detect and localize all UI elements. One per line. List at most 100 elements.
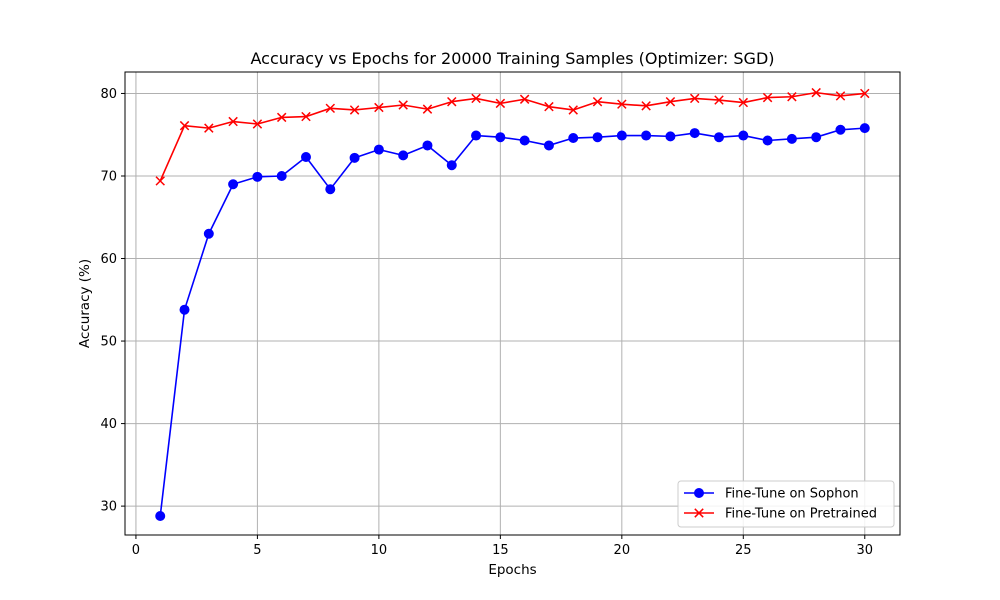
data-point (519, 135, 530, 146)
x-tick-label: 15 (492, 543, 509, 558)
plot-frame (124, 71, 901, 536)
legend-marker (694, 488, 704, 498)
data-point (422, 104, 433, 114)
data-point (811, 132, 822, 143)
data-point-stroke (471, 93, 481, 104)
data-point (374, 102, 384, 113)
data-point (568, 133, 579, 144)
data-point (301, 111, 311, 122)
x-tick-label: 10 (371, 543, 388, 558)
data-point (179, 304, 190, 315)
data-point (738, 130, 749, 141)
data-point (641, 130, 652, 141)
legend-marker (694, 508, 704, 518)
data-point (495, 98, 506, 109)
data-point (349, 152, 360, 163)
data-point (665, 131, 676, 142)
data-point-stroke (276, 112, 287, 123)
data-point (155, 511, 166, 522)
data-point (811, 87, 821, 98)
legend-box (677, 480, 895, 528)
data-point-stroke (568, 105, 578, 115)
data-point-stroke (665, 96, 676, 107)
data-point-stroke (641, 101, 651, 111)
legend-entry: Fine-Tune on Sophon (684, 487, 859, 502)
data-point-stroke (252, 119, 263, 129)
data-point (786, 133, 797, 144)
series-line (159, 127, 865, 517)
series-1 (155, 87, 870, 186)
legend-label: Fine-Tune on Sophon (725, 487, 859, 502)
y-tick-label: 60 (100, 252, 117, 267)
data-point-stroke (374, 102, 384, 113)
data-point (276, 112, 287, 123)
data-point (398, 150, 409, 161)
x-tick-label: 0 (132, 543, 140, 558)
y-tick-label: 80 (100, 87, 117, 102)
data-point-stroke (835, 91, 846, 101)
data-point (228, 179, 239, 190)
legend: Fine-Tune on Sophon Fine-Tune on Pretrain… (677, 480, 895, 528)
data-point (373, 144, 384, 155)
data-point-stroke (301, 111, 311, 122)
data-point-stroke (714, 95, 724, 105)
data-point-stroke (179, 120, 190, 131)
data-point (252, 171, 263, 182)
data-point-stroke (155, 176, 165, 186)
data-point (349, 105, 360, 115)
legend-entry: Fine-Tune on Pretrained (684, 507, 877, 522)
legend-label: Fine-Tune on Pretrained (725, 507, 877, 522)
x-axis-label: Epochs (488, 562, 536, 578)
data-point (203, 228, 214, 239)
data-point-stroke (592, 96, 603, 107)
x-tick-label: 30 (856, 543, 873, 558)
data-point (179, 120, 190, 131)
data-point (714, 95, 724, 105)
data-point (641, 101, 651, 111)
data-point (325, 103, 336, 114)
data-point-stroke (544, 101, 554, 112)
data-point (519, 94, 530, 104)
data-point (568, 105, 578, 115)
data-point (592, 132, 603, 143)
data-point (447, 96, 457, 107)
data-point-stroke (495, 98, 506, 109)
data-point-stroke (811, 87, 821, 98)
data-point (689, 93, 700, 104)
data-point-stroke (787, 92, 797, 102)
y-tick-label: 70 (100, 169, 117, 184)
series-0 (155, 123, 870, 522)
x-tick-label: 5 (253, 543, 261, 558)
y-tick-label: 50 (100, 335, 117, 350)
data-point (300, 152, 311, 163)
x-tick-label: 25 (735, 543, 752, 558)
data-point (495, 132, 506, 143)
data-point (325, 184, 336, 195)
data-point (835, 91, 846, 101)
x-tick-label: 20 (614, 543, 631, 558)
data-point (762, 135, 773, 146)
data-point-stroke (325, 103, 336, 114)
data-point (859, 123, 870, 134)
data-point (787, 92, 797, 102)
data-point-stroke (447, 96, 457, 107)
y-axis-label: Accuracy (%) (77, 259, 93, 348)
data-point-stroke (204, 123, 214, 133)
data-point (228, 116, 238, 127)
data-point-stroke (228, 116, 238, 127)
data-point (738, 97, 749, 108)
axis-ticks: 0 5 10 15 20 25 30 30 40 50 60 70 80 (100, 87, 873, 558)
data-point (204, 123, 214, 133)
data-point-stroke (398, 100, 408, 110)
data-point (276, 170, 287, 181)
data-point-stroke (738, 97, 749, 108)
data-point (665, 96, 676, 107)
data-point-stroke (689, 93, 700, 104)
grid-lines (125, 72, 900, 535)
data-point-stroke (860, 88, 870, 99)
legend-entries: Fine-Tune on Sophon Fine-Tune on Pretrain… (684, 487, 877, 522)
data-point (714, 132, 725, 143)
legend-marker-stroke (694, 508, 704, 518)
data-point (544, 101, 554, 112)
